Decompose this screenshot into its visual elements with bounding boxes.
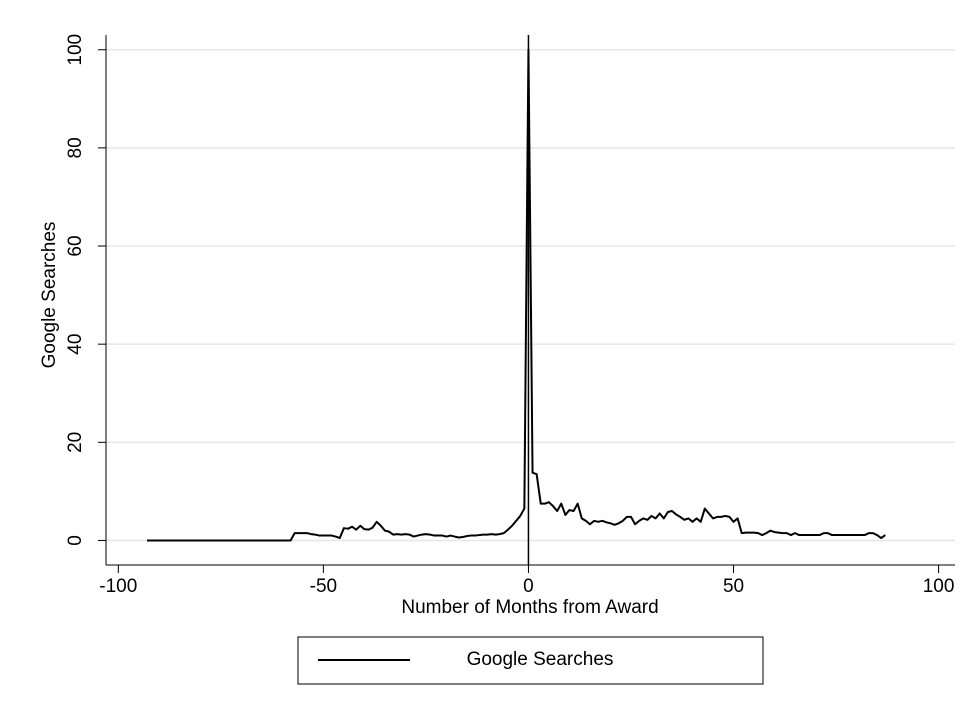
y-tick-label: 0 <box>65 535 86 546</box>
y-tick-label: 80 <box>65 137 86 158</box>
y-axis-label: Google Searches <box>39 222 60 369</box>
x-axis-label: Number of Months from Award <box>401 597 658 618</box>
y-tick-label: 40 <box>65 334 86 355</box>
x-tick-label: 100 <box>923 576 955 597</box>
x-tick-label: 50 <box>723 576 744 597</box>
y-tick-label: 100 <box>65 34 86 66</box>
series-line <box>147 48 886 542</box>
x-tick-label: -100 <box>99 576 137 597</box>
y-tick-label: 60 <box>65 235 86 256</box>
x-tick-label: -50 <box>310 576 337 597</box>
y-tick-label: 20 <box>65 432 86 453</box>
legend-label: Google Searches <box>467 649 614 670</box>
x-tick-label: 0 <box>523 576 534 597</box>
